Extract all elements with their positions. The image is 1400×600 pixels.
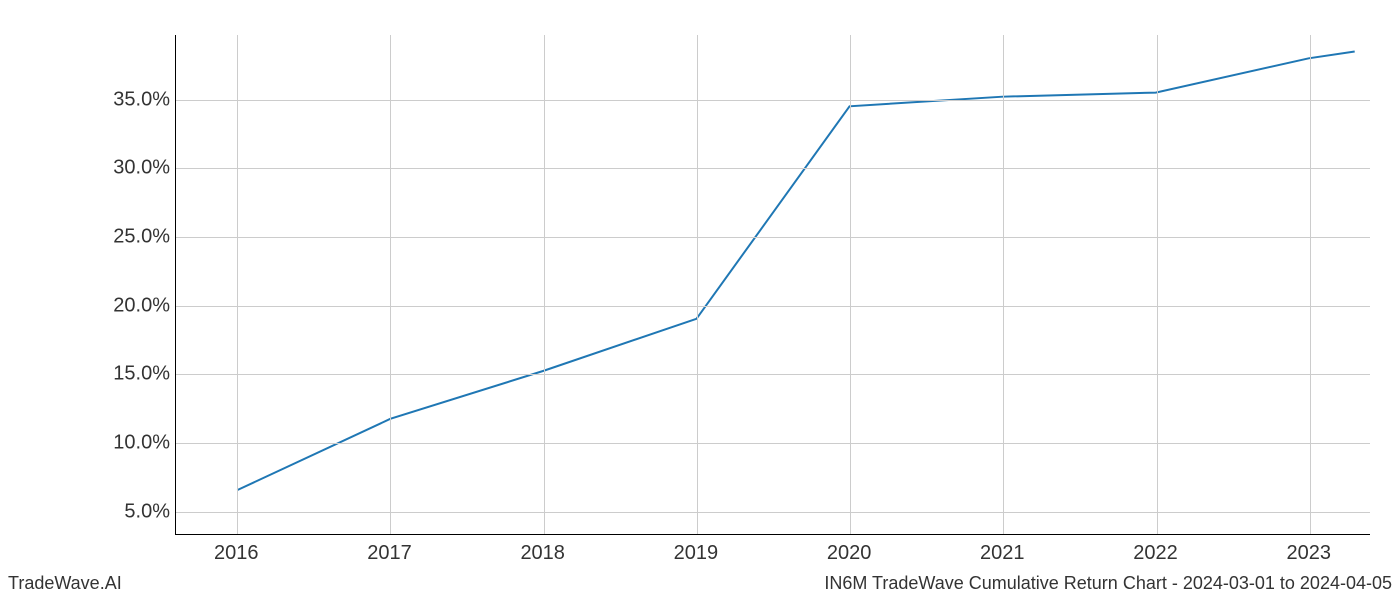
y-axis-tick-label: 20.0% (113, 294, 170, 317)
x-axis-tick-label: 2021 (980, 542, 1025, 565)
y-axis-tick-label: 30.0% (113, 157, 170, 180)
x-axis-tick-label: 2022 (1133, 542, 1178, 565)
grid-line-vertical (237, 35, 238, 534)
grid-line-horizontal (176, 306, 1370, 307)
grid-line-horizontal (176, 374, 1370, 375)
y-axis-tick-label: 15.0% (113, 363, 170, 386)
chart-container (175, 35, 1370, 535)
grid-line-vertical (390, 35, 391, 534)
x-axis-tick-label: 2017 (367, 542, 412, 565)
x-axis-tick-label: 2020 (827, 542, 872, 565)
grid-line-horizontal (176, 168, 1370, 169)
grid-line-horizontal (176, 100, 1370, 101)
line-series (176, 35, 1370, 534)
grid-line-vertical (1003, 35, 1004, 534)
x-axis-tick-label: 2018 (520, 542, 565, 565)
y-axis-tick-label: 25.0% (113, 225, 170, 248)
return-line (237, 51, 1354, 490)
grid-line-horizontal (176, 512, 1370, 513)
y-axis-tick-label: 5.0% (124, 500, 170, 523)
grid-line-vertical (850, 35, 851, 534)
y-axis-tick-label: 10.0% (113, 431, 170, 454)
grid-line-horizontal (176, 443, 1370, 444)
grid-line-horizontal (176, 237, 1370, 238)
x-axis-tick-label: 2019 (674, 542, 719, 565)
plot-area (175, 35, 1370, 535)
grid-line-vertical (1310, 35, 1311, 534)
x-axis-tick-label: 2016 (214, 542, 259, 565)
grid-line-vertical (697, 35, 698, 534)
grid-line-vertical (1157, 35, 1158, 534)
y-axis-tick-label: 35.0% (113, 88, 170, 111)
x-axis-tick-label: 2023 (1286, 542, 1331, 565)
footer-caption: IN6M TradeWave Cumulative Return Chart -… (824, 573, 1392, 594)
grid-line-vertical (544, 35, 545, 534)
footer-brand: TradeWave.AI (8, 573, 122, 594)
